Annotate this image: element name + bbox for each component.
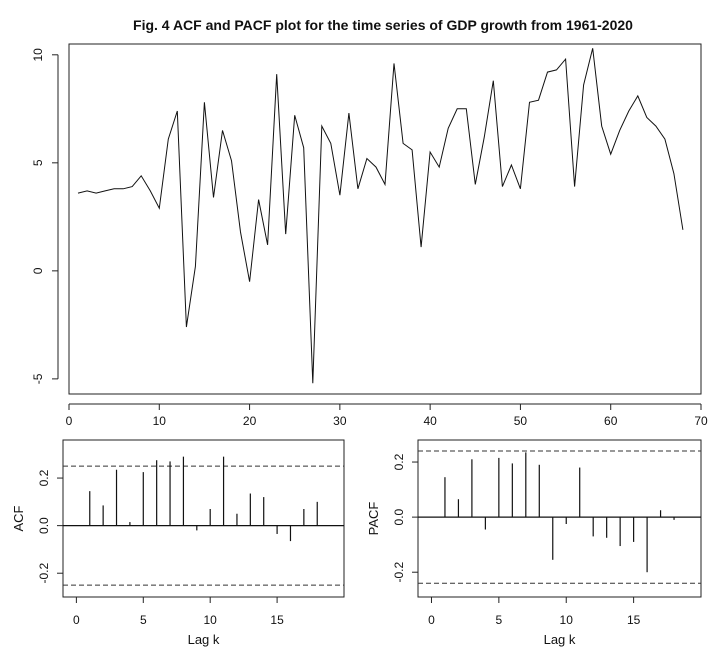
gdp-series-line <box>77 48 684 384</box>
x-tick-label: 0 <box>73 613 80 627</box>
plot-frame <box>68 43 702 395</box>
gdp-line-plot: 0 10 20 30 40 50 60 70 -5 0 5 10 <box>31 43 708 428</box>
x-tick-label: 0 <box>66 414 73 428</box>
x-tick-label: 40 <box>423 414 437 428</box>
x-axis-label: Lag k <box>544 632 576 647</box>
plot-frame <box>62 439 345 598</box>
y-tick-label: 0.0 <box>392 508 406 525</box>
y-tick-label: 0.0 <box>37 517 51 534</box>
y-axis-label: ACF <box>11 505 26 531</box>
x-tick-label: 0 <box>428 613 435 627</box>
y-tick-label: -0.2 <box>37 563 51 584</box>
x-tick-label: 5 <box>496 613 503 627</box>
x-tick-label: 15 <box>627 613 641 627</box>
acf-plot: 0 5 10 15 -0.2 0.0 0.2 Lag k ACF <box>11 439 345 647</box>
y-tick-label: -5 <box>31 373 45 384</box>
figure-title: Fig. 4 ACF and PACF plot for the time se… <box>133 17 633 33</box>
y-tick-label: 5 <box>31 159 45 166</box>
x-tick-label: 70 <box>694 414 708 428</box>
plot-frame <box>417 439 702 598</box>
x-tick-label: 50 <box>514 414 528 428</box>
x-tick-label: 10 <box>153 414 167 428</box>
y-tick-label: 0 <box>31 267 45 274</box>
y-tick-label: 0.2 <box>392 453 406 470</box>
y-tick-label: 10 <box>31 48 45 62</box>
pacf-plot: 0 5 10 15 -0.2 0.0 0.2 Lag k PACF <box>366 439 702 647</box>
x-tick-label: 15 <box>270 613 284 627</box>
x-tick-label: 10 <box>560 613 574 627</box>
x-axis-label: Lag k <box>188 632 220 647</box>
y-tick-label: -0.2 <box>392 562 406 583</box>
x-tick-label: 5 <box>140 613 147 627</box>
x-tick-label: 20 <box>243 414 257 428</box>
x-tick-label: 30 <box>333 414 347 428</box>
y-tick-label: 0.2 <box>37 469 51 486</box>
x-tick-label: 60 <box>604 414 618 428</box>
x-tick-label: 10 <box>204 613 218 627</box>
y-axis-label: PACF <box>366 502 381 536</box>
